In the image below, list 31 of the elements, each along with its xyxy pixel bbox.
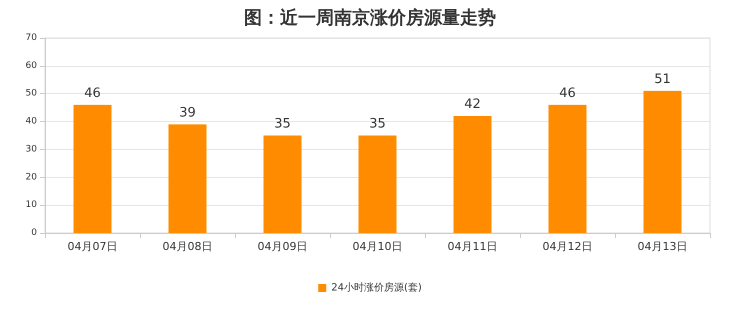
data-label: 46 bbox=[84, 86, 101, 101]
data-label: 51 bbox=[654, 72, 671, 87]
data-label: 35 bbox=[369, 116, 386, 132]
y-tick-label: 10 bbox=[26, 200, 38, 210]
bar bbox=[74, 104, 112, 233]
bar bbox=[454, 116, 492, 233]
bar bbox=[168, 124, 206, 233]
x-tick-label: 04月09日 bbox=[258, 240, 308, 253]
data-label: 35 bbox=[274, 116, 291, 132]
bar bbox=[548, 104, 586, 233]
x-tick-label: 04月11日 bbox=[448, 240, 498, 253]
x-tick-label: 04月10日 bbox=[352, 240, 402, 253]
data-label: 39 bbox=[179, 105, 196, 120]
x-tick-label: 04月12日 bbox=[542, 240, 592, 253]
y-tick-label: 70 bbox=[26, 33, 38, 43]
y-tick-label: 40 bbox=[26, 116, 38, 127]
y-tick-label: 50 bbox=[26, 88, 38, 99]
bar bbox=[644, 90, 682, 233]
chart-title: 图：近一周南京涨价房源量走势 bbox=[244, 8, 496, 28]
y-tick-label: 20 bbox=[26, 172, 38, 182]
x-tick-label: 04月13日 bbox=[638, 240, 688, 253]
bar bbox=[264, 136, 302, 233]
y-tick-label: 60 bbox=[26, 60, 38, 71]
y-tick-label: 0 bbox=[31, 228, 38, 238]
bar bbox=[358, 136, 396, 233]
x-tick-label: 04月07日 bbox=[68, 240, 118, 253]
x-tick-label: 04月08日 bbox=[162, 240, 212, 253]
legend-label: 24小时涨价房源(套) bbox=[331, 282, 422, 294]
data-label: 46 bbox=[559, 86, 576, 101]
y-tick-label: 30 bbox=[26, 144, 38, 154]
data-label: 42 bbox=[464, 97, 481, 112]
